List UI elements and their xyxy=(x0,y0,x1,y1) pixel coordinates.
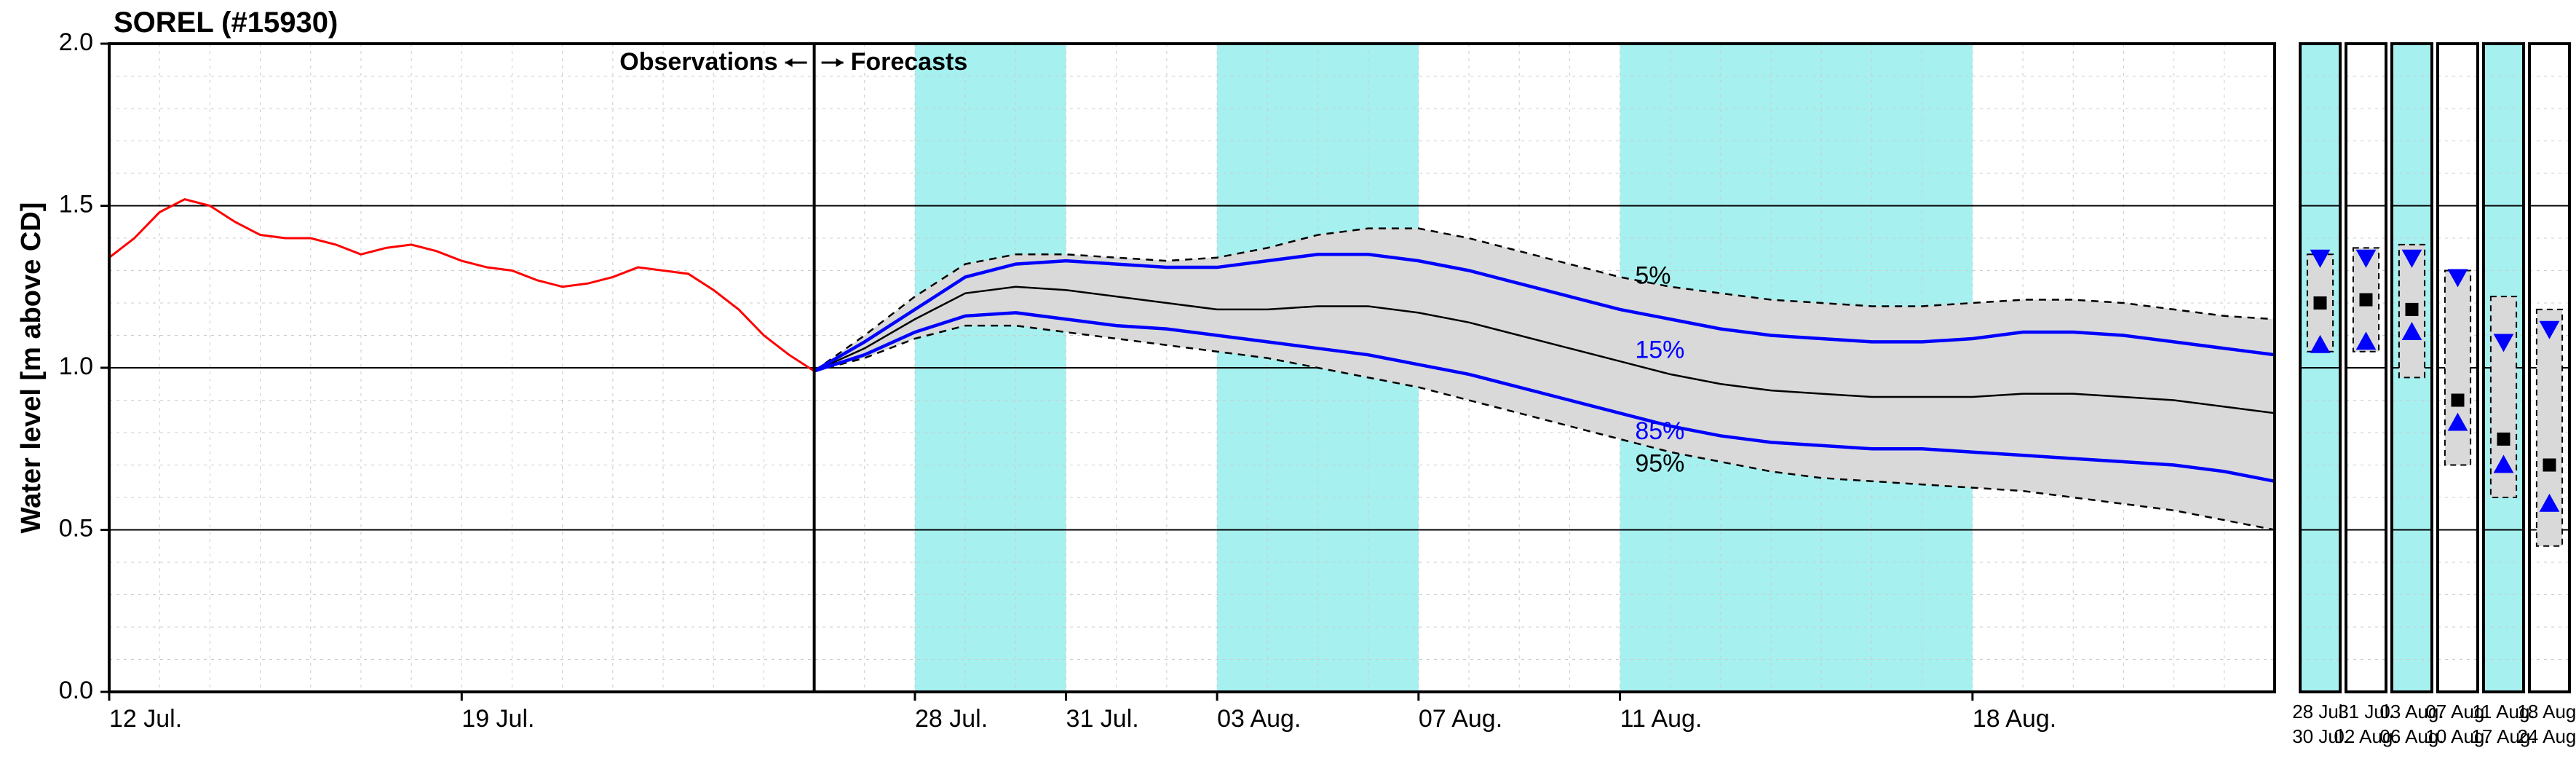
svg-text:1.5: 1.5 xyxy=(59,190,93,218)
svg-text:Observations: Observations xyxy=(619,48,777,76)
svg-text:2.0: 2.0 xyxy=(59,28,93,56)
water-level-chart: 5% 15% 85% 95% 0.0 0.5 1.0 1.5 2.0 12 Jul. 19 Jul.… xyxy=(0,0,2576,772)
svg-text:18 Aug.: 18 Aug. xyxy=(1973,705,2056,733)
svg-text:19 Jul.: 19 Jul. xyxy=(461,705,534,733)
svg-text:15%: 15% xyxy=(1635,336,1684,364)
svg-text:31 Jul.: 31 Jul. xyxy=(1066,705,1139,733)
svg-text:Water level [m above CD]: Water level [m above CD] xyxy=(16,202,47,534)
svg-text:24 Aug.: 24 Aug. xyxy=(2517,725,2576,747)
svg-text:95%: 95% xyxy=(1635,449,1684,477)
svg-text:28 Jul.: 28 Jul. xyxy=(915,705,988,733)
svg-text:SOREL (#15930): SOREL (#15930) xyxy=(114,7,338,39)
svg-text:0.0: 0.0 xyxy=(59,677,93,704)
svg-text:1.0: 1.0 xyxy=(59,352,93,380)
svg-text:07 Aug.: 07 Aug. xyxy=(1419,705,1502,733)
svg-text:11 Aug.: 11 Aug. xyxy=(1620,705,1703,733)
svg-text:03 Aug.: 03 Aug. xyxy=(1217,705,1301,733)
svg-text:18 Aug.: 18 Aug. xyxy=(2517,701,2576,722)
svg-text:85%: 85% xyxy=(1635,417,1684,445)
svg-text:0.5: 0.5 xyxy=(59,514,93,542)
svg-text:5%: 5% xyxy=(1635,261,1671,289)
svg-text:12 Jul.: 12 Jul. xyxy=(109,705,182,733)
svg-text:Forecasts: Forecasts xyxy=(851,48,968,76)
